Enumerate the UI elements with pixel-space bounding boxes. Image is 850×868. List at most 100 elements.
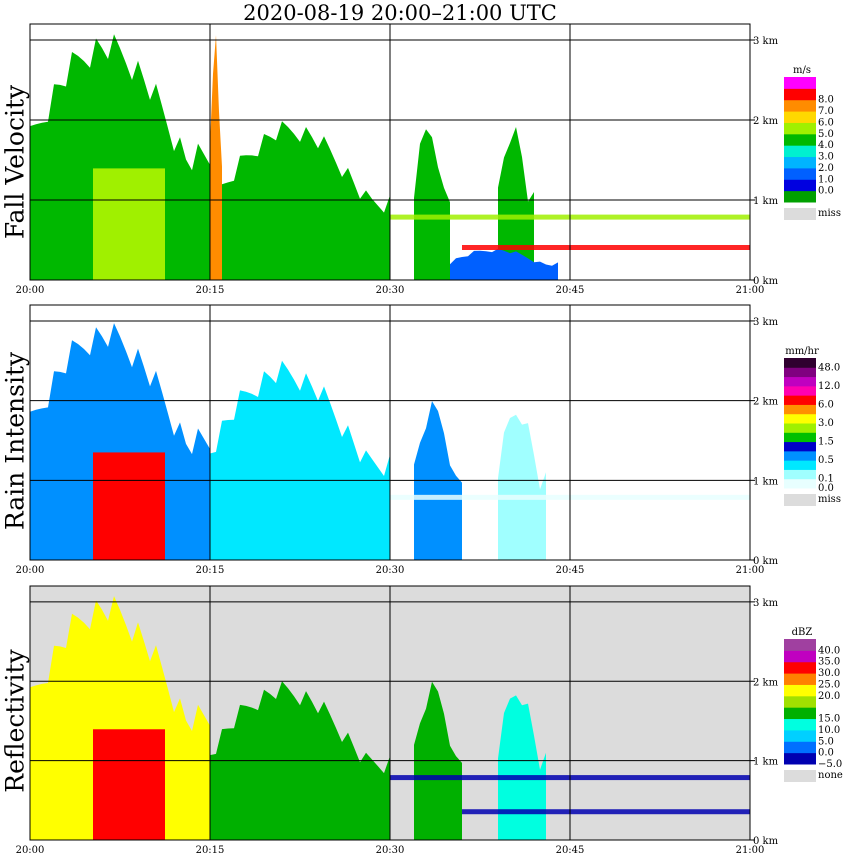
colorbar-swatch bbox=[784, 661, 816, 674]
colorbar-label: 0.0 bbox=[818, 483, 834, 494]
colorbar-swatch bbox=[784, 413, 816, 424]
colorbar-label: 48.0 bbox=[818, 362, 840, 373]
colorbar-swatch bbox=[784, 469, 816, 480]
time-tick-label: 20:00 bbox=[16, 845, 45, 856]
colorbar-missing-label: miss bbox=[818, 494, 841, 505]
height-tick-label: 0 km bbox=[753, 836, 779, 847]
colorbar-swatch bbox=[784, 190, 816, 203]
time-tick-label: 20:45 bbox=[556, 565, 585, 576]
height-tick-label: 0 km bbox=[753, 276, 779, 287]
height-tick-label: 3 km bbox=[753, 36, 779, 47]
plot-frame bbox=[29, 304, 751, 561]
colorbar-label: 10.0 bbox=[818, 725, 840, 736]
time-tick-label: 20:30 bbox=[376, 285, 405, 296]
height-tick-label: 1 km bbox=[753, 196, 779, 207]
colorbar-label: 4.0 bbox=[818, 140, 834, 151]
colorbar-label: 25.0 bbox=[818, 679, 840, 690]
echo-cell bbox=[210, 360, 390, 560]
colorbar-swatch bbox=[784, 156, 816, 169]
colorbar-swatch bbox=[784, 376, 816, 387]
colorbar-label: 30.0 bbox=[818, 668, 840, 679]
height-tick-label: 2 km bbox=[753, 397, 779, 408]
time-tick-label: 20:30 bbox=[376, 845, 405, 856]
colorbar-swatch bbox=[784, 167, 816, 180]
colorbar-swatch bbox=[784, 111, 816, 123]
colorbar-swatch bbox=[784, 88, 816, 101]
colorbar-swatch bbox=[784, 650, 816, 663]
colorbar-missing-swatch bbox=[784, 208, 816, 220]
colorbar-swatch bbox=[784, 145, 816, 158]
time-tick-label: 20:00 bbox=[16, 285, 45, 296]
height-tick-label: 1 km bbox=[753, 757, 779, 768]
colorbar-label: 6.0 bbox=[818, 117, 834, 128]
colorbar-swatch bbox=[784, 741, 816, 754]
time-tick-label: 20:30 bbox=[376, 565, 405, 576]
colorbar-swatch bbox=[784, 395, 816, 405]
colorbar-missing-swatch bbox=[784, 494, 816, 506]
colorbar-label: 35.0 bbox=[818, 657, 840, 668]
colorbar-swatch bbox=[784, 684, 816, 697]
colorbar-swatch bbox=[784, 460, 816, 470]
panel-refl: 0 km 1 km 2 km 3 km 20:00 20:15 20:30 20:45 21:0… bbox=[16, 585, 843, 856]
time-tick-label: 20:15 bbox=[196, 845, 225, 856]
colorbar-label: 12.0 bbox=[818, 381, 840, 392]
colorbar-swatch bbox=[784, 695, 816, 708]
colorbar-swatch bbox=[784, 707, 816, 720]
colorbar-label: 3.0 bbox=[818, 152, 834, 163]
echo-cell bbox=[222, 121, 390, 280]
colorbar-swatch bbox=[784, 358, 816, 368]
colorbar-swatch bbox=[784, 367, 816, 378]
colorbar-label: 3.0 bbox=[818, 418, 834, 429]
echo-core bbox=[93, 729, 165, 840]
panel-rain: 0 km 1 km 2 km 3 km 20:00 20:15 20:30 20:45 21:0… bbox=[16, 304, 841, 576]
colorbar-label: 0.1 bbox=[818, 474, 834, 485]
colorbar-unit: mm/hr bbox=[785, 346, 819, 357]
colorbar-label: 5.0 bbox=[818, 736, 834, 747]
echo-core bbox=[93, 168, 165, 280]
colorbar-swatch bbox=[784, 99, 816, 112]
time-tick-label: 21:00 bbox=[736, 285, 765, 296]
colorbar-swatch bbox=[784, 718, 816, 731]
colorbar-label: 40.0 bbox=[818, 645, 840, 656]
colorbar-swatch bbox=[784, 729, 816, 742]
colorbar-label: 2.0 bbox=[818, 163, 834, 174]
colorbar-missing-swatch bbox=[784, 770, 816, 782]
plot-frame bbox=[29, 585, 751, 841]
time-tick-label: 20:45 bbox=[556, 845, 585, 856]
time-tick-label: 20:15 bbox=[196, 565, 225, 576]
colorbar-label: −5.0 bbox=[818, 759, 842, 770]
panel-fall: 0 km 1 km 2 km 3 km 20:00 20:15 20:30 20:45 21:0… bbox=[16, 23, 841, 296]
colorbar-swatch bbox=[784, 133, 816, 146]
height-tick-label: 3 km bbox=[753, 317, 779, 328]
echo-cell bbox=[498, 127, 534, 280]
echo-layer bbox=[462, 245, 750, 250]
colorbar-unit: m/s bbox=[793, 65, 811, 76]
colorbar-label: 1.5 bbox=[818, 437, 834, 448]
colorbar-label: 15.0 bbox=[818, 714, 840, 725]
plot-frame bbox=[29, 23, 751, 281]
height-tick-label: 2 km bbox=[753, 116, 779, 127]
colorbar-swatch bbox=[784, 77, 816, 89]
colorbar-swatch bbox=[784, 179, 816, 192]
colorbar-missing-label: miss bbox=[818, 208, 841, 219]
colorbar-swatch bbox=[784, 122, 816, 135]
echo-cell bbox=[414, 129, 450, 280]
colorbar-swatch bbox=[784, 385, 816, 396]
colorbar-label: 0.0 bbox=[818, 748, 834, 759]
time-tick-label: 20:00 bbox=[16, 565, 45, 576]
colorbar-swatch bbox=[784, 404, 816, 415]
colorbar-swatch bbox=[784, 423, 816, 433]
height-tick-label: 2 km bbox=[753, 677, 779, 688]
colorbar-swatch bbox=[784, 478, 816, 489]
colorbar-label: 5.0 bbox=[818, 129, 834, 140]
echo-layer bbox=[462, 809, 750, 815]
echo-cell bbox=[210, 35, 222, 280]
echo-cell bbox=[450, 248, 558, 280]
height-tick-label: 0 km bbox=[753, 556, 779, 567]
colorbar-missing-label: none bbox=[818, 770, 843, 781]
height-tick-label: 3 km bbox=[753, 598, 779, 609]
colorbar-label: 20.0 bbox=[818, 691, 840, 702]
colorbar-unit: dBZ bbox=[792, 627, 813, 638]
echo-core bbox=[93, 452, 165, 560]
